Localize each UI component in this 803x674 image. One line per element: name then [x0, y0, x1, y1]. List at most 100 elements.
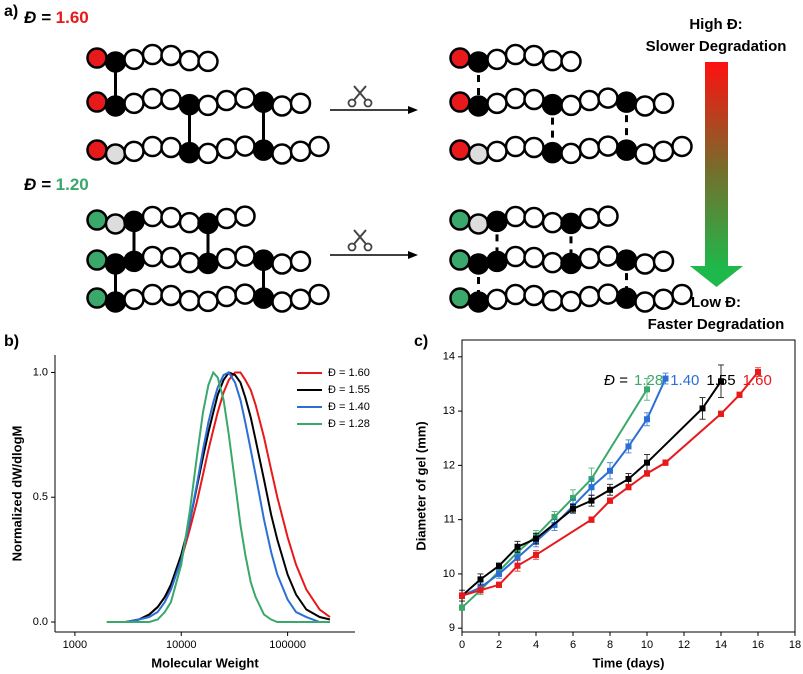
data-point [588, 484, 595, 491]
monomer [671, 135, 693, 158]
y-tick-label: 13 [443, 405, 455, 417]
monomer [160, 206, 182, 229]
monomer [541, 49, 564, 72]
monomer [615, 91, 638, 113]
monomer [197, 290, 219, 313]
monomer [215, 89, 238, 112]
legend-title: Đ = [604, 372, 628, 389]
x-tick-label: 18 [789, 639, 801, 651]
monomer [652, 92, 675, 114]
monomer [197, 50, 219, 73]
scissors [363, 242, 373, 252]
x-tick-label: 1000 [63, 639, 87, 651]
monomer [104, 51, 127, 73]
monomer [597, 283, 619, 305]
data-point [477, 587, 484, 594]
monomer [449, 47, 471, 69]
monomer [541, 211, 564, 234]
data-point [514, 562, 521, 569]
monomer [467, 95, 490, 117]
monomer [197, 212, 219, 235]
y-tick-label: 11 [444, 514, 455, 526]
x-tick-label: 4 [533, 639, 539, 651]
monomer [597, 135, 619, 157]
data-point [625, 475, 632, 482]
monomer [215, 137, 238, 160]
dispersity-value: 1.20 [56, 175, 89, 194]
monomer [486, 250, 508, 273]
monomer [141, 283, 164, 306]
monomer [449, 139, 471, 161]
series-line [106, 371, 331, 624]
series-line [461, 378, 667, 597]
monomer [104, 291, 127, 313]
chart: c) Time (days) Diameter of gel (mm) 0 2 4 6 8 10… [413, 333, 801, 670]
data-point [644, 416, 650, 423]
monomer [597, 87, 619, 109]
data-point [662, 459, 669, 466]
monomer [289, 92, 312, 114]
monomer [123, 250, 145, 273]
x-tick-label: 8 [607, 639, 613, 651]
monomer [160, 44, 182, 67]
monomer [615, 287, 638, 309]
data-point [551, 522, 558, 529]
monomer [215, 207, 238, 230]
y-tick-label: 0.5 [33, 491, 48, 503]
y-tick-label: 12 [443, 459, 455, 471]
monomer [504, 245, 527, 268]
monomer [578, 89, 601, 112]
y-tick-label: 14 [443, 351, 455, 363]
monomer [141, 43, 164, 66]
dispersity-prefix: Đ = [24, 8, 56, 27]
data-point [644, 459, 650, 466]
monomer [504, 205, 527, 228]
monomer [449, 249, 471, 271]
data-point [496, 581, 502, 588]
scissors [353, 229, 367, 245]
legend-label: 1.40 [670, 372, 699, 389]
x-tick-label: 6 [570, 639, 576, 651]
monomer [86, 287, 108, 309]
data-point [736, 391, 743, 398]
monomer [289, 250, 312, 272]
scissors [347, 98, 357, 108]
data-point [625, 484, 632, 491]
monomer [178, 49, 201, 72]
monomer [123, 210, 145, 233]
monomer [486, 288, 508, 311]
monomer [652, 250, 675, 272]
scissors [363, 98, 373, 108]
monomer [271, 291, 293, 313]
monomer [178, 93, 201, 116]
monomer [449, 287, 471, 309]
data-point [514, 554, 521, 561]
data-point [607, 497, 613, 504]
trend-label: Low Đ: [691, 294, 741, 311]
monomer [252, 91, 275, 113]
monomer [308, 135, 330, 158]
data-point [459, 604, 465, 611]
monomer [578, 285, 601, 308]
y-axis-title: Diameter of gel (mm) [413, 421, 428, 550]
monomer [486, 92, 508, 115]
monomer [467, 143, 490, 165]
data-point [459, 592, 465, 599]
monomer [467, 213, 490, 235]
legend-label: Đ = 1.40 [328, 401, 370, 413]
monomer [123, 48, 145, 71]
data-point [625, 443, 632, 450]
monomer [141, 87, 164, 110]
panel-label: a) [4, 3, 18, 20]
monomer [141, 135, 164, 158]
monomer [86, 47, 108, 69]
monomer [615, 249, 638, 271]
monomer [523, 246, 545, 269]
monomer [178, 289, 201, 312]
monomer [467, 51, 490, 73]
legend-label: 1.60 [743, 372, 772, 389]
reaction-arrow-head [408, 251, 418, 259]
monomer [634, 291, 656, 313]
monomer [523, 206, 545, 229]
monomer [160, 88, 182, 111]
